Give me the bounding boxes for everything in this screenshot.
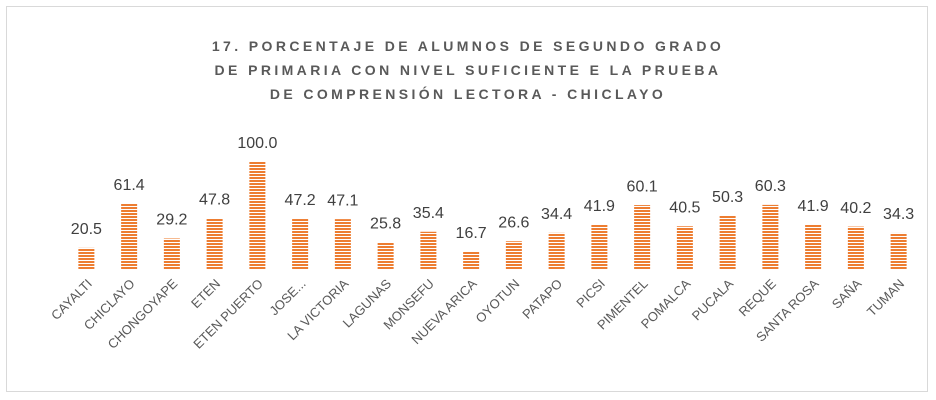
- bar: [292, 219, 309, 270]
- data-label: 60.3: [755, 178, 786, 195]
- data-label: 34.3: [883, 206, 914, 223]
- bar: [206, 218, 223, 270]
- x-tick-label: JOSE...: [266, 276, 308, 318]
- data-label: 40.5: [669, 199, 700, 216]
- bar: [676, 226, 693, 270]
- bar: [591, 224, 608, 270]
- bar: [334, 219, 351, 270]
- data-label: 41.9: [798, 198, 829, 215]
- data-label: 50.3: [712, 189, 743, 206]
- data-label: 20.5: [71, 221, 102, 238]
- data-label: 40.2: [840, 200, 871, 217]
- data-label: 100.0: [237, 135, 277, 152]
- bar: [249, 162, 266, 270]
- data-label: 47.1: [327, 192, 358, 209]
- data-label: 29.2: [156, 212, 187, 229]
- data-label: 41.9: [584, 198, 615, 215]
- data-label: 34.4: [541, 206, 572, 223]
- bar: [163, 238, 180, 270]
- x-tick-label: REQUE: [736, 276, 780, 320]
- data-label: 47.8: [199, 192, 230, 209]
- bar: [463, 251, 480, 270]
- data-label: 16.7: [456, 225, 487, 242]
- data-label: 35.4: [413, 205, 444, 222]
- x-tick-label: ETEN: [188, 276, 223, 311]
- bar: [78, 247, 95, 270]
- x-tick-label: SAÑA: [829, 276, 865, 312]
- chart-title: 17. PORCENTAJE DE ALUMNOS DE SEGUNDO GRA…: [211, 38, 725, 102]
- x-tick-label: PATAPO: [519, 276, 565, 322]
- x-tick-label: TUMAN: [864, 276, 907, 319]
- bar: [762, 204, 779, 270]
- bar: [634, 205, 651, 270]
- data-label: 60.1: [627, 178, 658, 195]
- bar: [548, 232, 565, 270]
- data-label: 61.4: [114, 177, 145, 194]
- bar: [505, 241, 522, 270]
- bar: [420, 231, 437, 270]
- x-tick-label: OYOTUN: [472, 276, 522, 326]
- bar: [805, 224, 822, 270]
- bar: [719, 215, 736, 270]
- x-tick-label: PUCALA: [689, 276, 737, 324]
- data-label: 25.8: [370, 215, 401, 232]
- x-tick-label: PICSI: [573, 276, 608, 311]
- bar: [377, 242, 394, 270]
- data-label: 47.2: [285, 192, 316, 209]
- bar: [121, 203, 138, 270]
- bar: [890, 232, 907, 270]
- data-label: 26.6: [498, 214, 529, 231]
- bar: [847, 226, 864, 270]
- chart-frame: [6, 6, 928, 392]
